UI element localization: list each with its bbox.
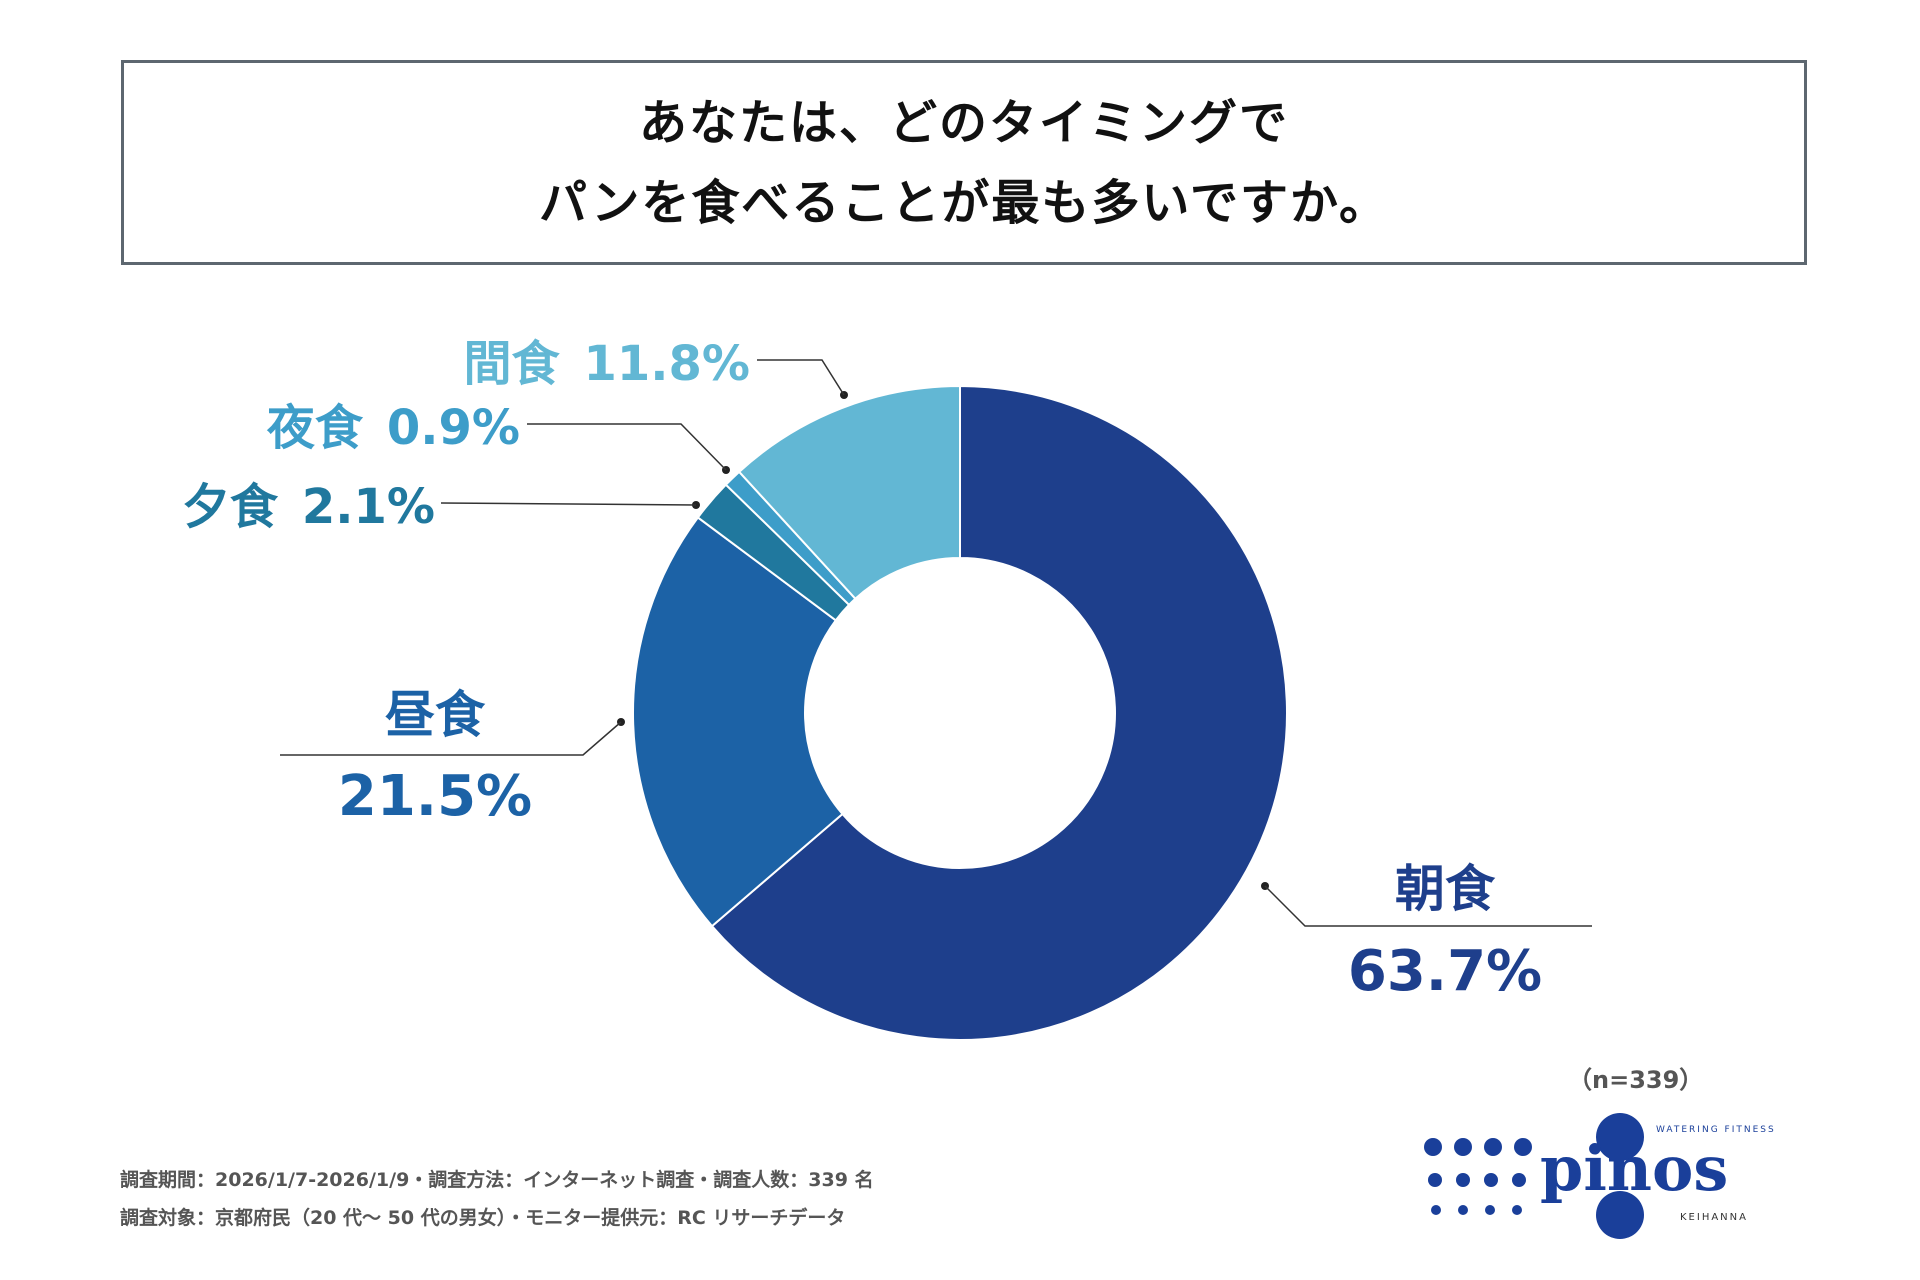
pinos-logo: pinos WATERING FITNESS KEIHANNA (1424, 1113, 1776, 1239)
value-label-4: 11.8% (559, 336, 750, 392)
value-label-3: 0.9% (363, 400, 520, 456)
logo-dot-grid-icon (1424, 1138, 1532, 1215)
category-label-3: 夜食 (266, 400, 364, 456)
value-label-2: 2.1% (278, 479, 435, 535)
slice-label-2: 夕食 2.1% (182, 479, 435, 535)
footer-survey-target: 調査対象：京都府民（20 代～ 50 代の男女）・モニター提供元：RC リサーチ… (120, 1207, 846, 1229)
logo-wordmark: pinos WATERING FITNESS KEIHANNA (1540, 1113, 1776, 1239)
category-label-2: 夕食 (182, 479, 279, 535)
footer-survey-info: 調査期間：2026/1/7-2026/1/9・調査方法：インターネット調査・調査… (120, 1169, 874, 1191)
title-box: あなたは、どのタイミングで パンを食べることが最も多いですか。 (121, 60, 1807, 265)
slice-4 (737, 384, 961, 601)
category-label-1: 昼食 (385, 686, 486, 744)
leader-line-2 (440, 502, 697, 506)
logo-tagline: WATERING FITNESS (1656, 1125, 1776, 1135)
leader-line-4 (757, 359, 845, 396)
leader-line-1 (280, 721, 622, 756)
chart-title-line1: あなたは、どのタイミングで (638, 94, 1289, 151)
leader-line-0 (1264, 885, 1592, 927)
slice-label-4: 間食 11.8% (463, 336, 750, 392)
sample-size: （n=339） (1568, 1066, 1704, 1094)
category-label-4: 間食 (463, 336, 560, 392)
category-label-0: 朝食 (1395, 860, 1496, 918)
slice-1 (632, 516, 844, 928)
leader-line-3 (527, 423, 727, 471)
value-label-1: 21.5% (338, 764, 532, 829)
logo-name: pinos (1540, 1132, 1728, 1205)
slice-label-3: 夜食 0.9% (266, 400, 520, 456)
chart-title-line2: パンを食べることが最も多いですか。 (538, 174, 1389, 231)
logo-sub: KEIHANNA (1680, 1212, 1748, 1223)
slice-0 (710, 384, 1288, 1041)
value-label-0: 63.7% (1348, 939, 1542, 1004)
